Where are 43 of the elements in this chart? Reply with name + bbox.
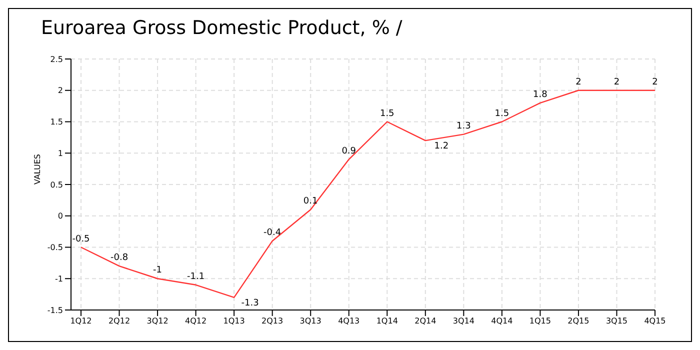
- data-label: 1.2: [434, 142, 449, 152]
- x-tick-label: 4Q13: [338, 316, 360, 326]
- y-axis-title: VALUES: [32, 154, 42, 184]
- y-tick-label: 1: [58, 148, 63, 158]
- data-label: 2: [652, 77, 658, 88]
- y-tick-label: -0.5: [47, 243, 63, 252]
- data-label: 1.5: [494, 108, 510, 119]
- x-tick-label: 2Q13: [262, 316, 284, 326]
- data-label: -1: [153, 266, 162, 276]
- x-tick-label: 4Q12: [185, 316, 207, 326]
- x-tick-label: 3Q14: [452, 316, 474, 326]
- data-label: -0.5: [72, 234, 90, 244]
- x-tick-label: 1Q12: [70, 316, 92, 326]
- data-label: 1.3: [456, 121, 471, 132]
- data-label: 1.8: [533, 90, 548, 100]
- data-label: 2: [576, 77, 582, 88]
- y-tick-label: 1.5: [50, 118, 63, 127]
- x-tick-label: 2Q14: [414, 316, 436, 326]
- x-tick-label: 4Q15: [644, 316, 666, 326]
- y-tick-label: 2.5: [50, 54, 63, 64]
- x-tick-label: 2Q15: [568, 316, 590, 326]
- x-tick-label: 4Q14: [491, 316, 513, 326]
- x-tick-label: 3Q12: [146, 316, 168, 326]
- y-tick-label: 2: [58, 86, 63, 96]
- x-tick-label: 1Q13: [223, 316, 245, 326]
- data-label: 2: [614, 77, 620, 88]
- x-tick-label: 2Q12: [108, 316, 130, 326]
- y-tick-label: -1.5: [47, 306, 63, 315]
- y-tick-label: 0: [58, 212, 63, 221]
- data-label: -1.1: [187, 272, 205, 282]
- data-label: -0.8: [110, 253, 128, 264]
- x-tick-label: 3Q15: [606, 316, 628, 326]
- x-tick-label: 3Q13: [300, 316, 322, 326]
- data-label: -0.4: [264, 228, 282, 238]
- data-label: 0.1: [303, 196, 318, 207]
- data-label: -1.3: [241, 298, 259, 308]
- x-tick-label: 1Q15: [529, 316, 551, 326]
- chart-title: Euroarea Gross Domestic Product, % /: [41, 17, 402, 39]
- x-tick-label: 1Q14: [376, 316, 398, 326]
- y-tick-label: -1: [55, 274, 63, 284]
- y-tick-label: 0.5: [50, 180, 63, 190]
- data-label: 1.5: [380, 108, 394, 119]
- data-label: 0.9: [342, 146, 356, 156]
